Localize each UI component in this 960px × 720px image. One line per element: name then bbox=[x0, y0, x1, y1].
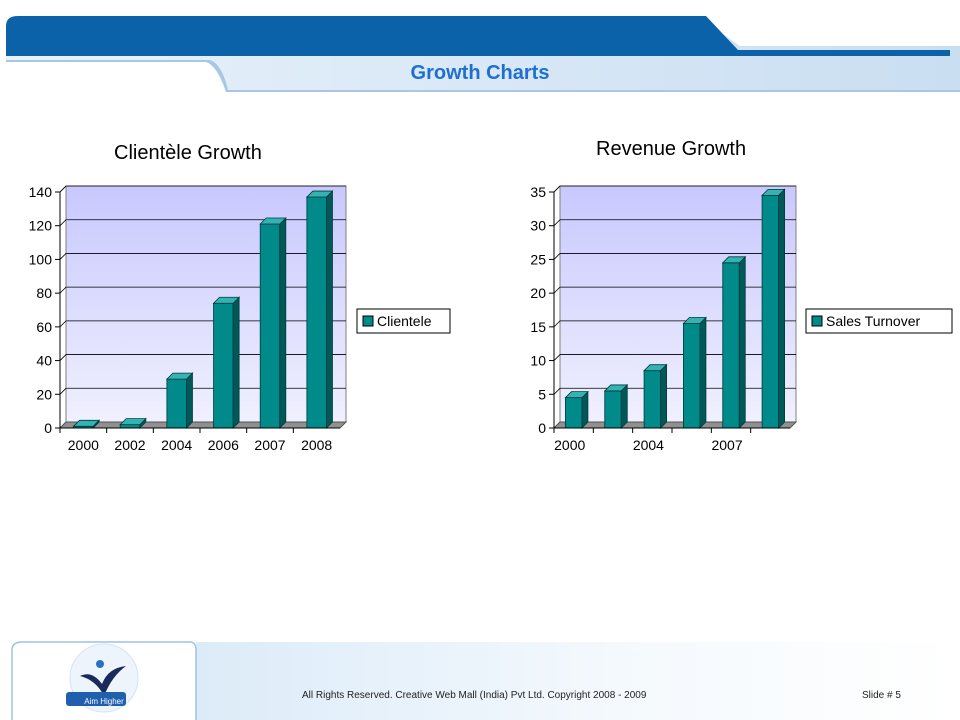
x-tick-label: 2006 bbox=[208, 437, 239, 453]
legend-swatch bbox=[811, 315, 823, 327]
legend-label: Sales Turnover bbox=[826, 313, 920, 329]
revenue-chart: 0 5 10 15 20 25 30 35 2000 2004 2007 Sales Turnover bbox=[530, 184, 953, 453]
legend-box bbox=[805, 308, 953, 334]
x-tick-label: 2007 bbox=[711, 437, 742, 453]
y-tick-label: 25 bbox=[530, 251, 546, 267]
bar bbox=[682, 316, 707, 429]
legend-swatch bbox=[362, 315, 374, 327]
y-tick-label: 100 bbox=[29, 251, 53, 267]
gridline bbox=[59, 387, 346, 395]
footer-banner bbox=[11, 641, 960, 720]
gridline bbox=[553, 387, 796, 395]
x-tick-label: 2002 bbox=[114, 437, 145, 453]
x-tick-label: 2008 bbox=[301, 437, 332, 453]
bar bbox=[305, 190, 334, 429]
gridline bbox=[59, 320, 346, 328]
gridline bbox=[553, 286, 796, 294]
gridline bbox=[553, 320, 796, 328]
bar bbox=[119, 417, 147, 429]
y-tick-label: 0 bbox=[44, 420, 52, 436]
gridline bbox=[59, 253, 346, 260]
y-tick-label: 15 bbox=[530, 319, 546, 335]
bar bbox=[212, 296, 241, 429]
gridline bbox=[553, 219, 796, 226]
bar bbox=[564, 390, 589, 429]
y-tick-label: 60 bbox=[36, 319, 52, 335]
gridline bbox=[59, 185, 346, 193]
gridline bbox=[553, 253, 796, 260]
brand-logo-text: Creative bbox=[752, 4, 902, 46]
y-tick-label: 10 bbox=[530, 353, 546, 369]
copyright-text: All Rights Reserved. Creative Web Mall (… bbox=[302, 690, 647, 701]
y-tick-label: 120 bbox=[29, 218, 53, 234]
y-tick-label: 140 bbox=[29, 184, 53, 200]
slide-number: Slide # 5 bbox=[862, 690, 901, 701]
bar bbox=[165, 372, 194, 429]
bar bbox=[721, 255, 747, 429]
chart-title-clientele: Clientèle Growth bbox=[114, 142, 262, 164]
chart-title-revenue: Revenue Growth bbox=[596, 138, 747, 160]
x-tick-label: 2000 bbox=[68, 437, 99, 453]
plot-area bbox=[65, 185, 347, 423]
bar bbox=[603, 383, 629, 429]
bar bbox=[761, 188, 786, 429]
bar bbox=[643, 363, 668, 429]
legend-label: Clientele bbox=[377, 313, 432, 329]
bar bbox=[259, 217, 287, 429]
y-tick-label: 80 bbox=[36, 285, 52, 301]
y-tick-label: 40 bbox=[36, 353, 52, 369]
y-tick-label: 20 bbox=[530, 285, 546, 301]
y-tick-label: 20 bbox=[36, 386, 52, 402]
plot-area bbox=[559, 185, 797, 423]
gridline bbox=[553, 185, 796, 193]
y-tick-label: 5 bbox=[538, 386, 546, 402]
gridline bbox=[59, 354, 346, 361]
gridline bbox=[59, 219, 346, 226]
x-tick-label: 2004 bbox=[161, 437, 192, 453]
plot-floor bbox=[58, 421, 348, 429]
y-tick-label: 35 bbox=[530, 184, 546, 200]
x-tick-label: 2004 bbox=[633, 437, 664, 453]
clientele-chart: 0 20 40 60 80 100 120 140 2000 2002 2004 2006 2007 20… bbox=[29, 184, 451, 453]
x-tick-label: 2000 bbox=[554, 437, 585, 453]
page-title: Growth Charts bbox=[410, 62, 550, 84]
y-tick-label: 0 bbox=[538, 420, 546, 436]
aim-higher-logo-icon bbox=[66, 643, 139, 713]
gridline bbox=[553, 354, 796, 361]
header-banner bbox=[6, 16, 960, 92]
logo-caption: Aim Higher bbox=[84, 697, 124, 706]
bar bbox=[72, 419, 101, 429]
y-tick-label: 30 bbox=[530, 218, 546, 234]
plot-floor bbox=[552, 421, 798, 429]
x-tick-label: 2007 bbox=[254, 437, 285, 453]
gridline bbox=[59, 286, 346, 294]
